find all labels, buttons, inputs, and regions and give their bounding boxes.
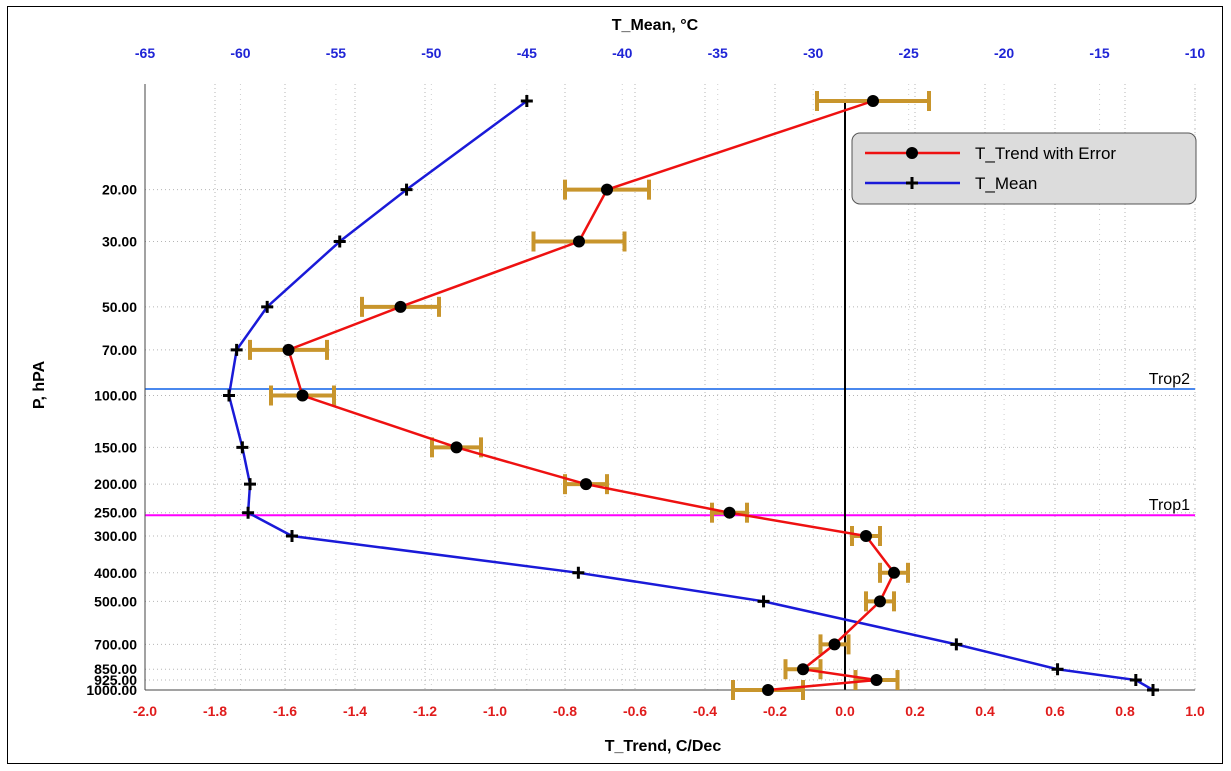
- reference-label-trop1: Trop1: [1149, 497, 1190, 514]
- trend-point-marker: [870, 674, 883, 687]
- x-top-tick-label: -55: [326, 45, 346, 61]
- y-tick-label: 400.00: [94, 565, 137, 581]
- trend-point-marker: [573, 235, 585, 248]
- mean-point-marker: [1129, 674, 1142, 687]
- trend-point-marker: [860, 530, 872, 543]
- trend-point-marker: [394, 300, 407, 313]
- y-tick-label: 700.00: [94, 636, 137, 652]
- trend-point-marker: [797, 663, 809, 676]
- trend-point-marker: [580, 478, 592, 491]
- x-bottom-tick-label: -0.6: [623, 703, 647, 719]
- x-bottom-tick-label: -2.0: [133, 703, 157, 719]
- x-top-tick-label: -65: [135, 45, 155, 61]
- x-top-tick-label: -10: [1185, 45, 1205, 61]
- x-bottom-tick-label: 0.6: [1045, 703, 1065, 719]
- mean-point-marker: [757, 595, 770, 608]
- x-bottom-tick-label: 0.2: [905, 703, 925, 719]
- mean-point-marker: [261, 300, 274, 313]
- top-axis-title: T_Mean, °C: [612, 17, 699, 34]
- x-bottom-tick-label: -1.0: [483, 703, 507, 719]
- x-top-tick-label: -20: [994, 45, 1014, 61]
- x-top-tick-label: -35: [708, 45, 728, 61]
- x-bottom-tick-label: -1.6: [273, 703, 297, 719]
- x-top-tick-label: -15: [1089, 45, 1109, 61]
- mean-point-marker: [1147, 684, 1159, 696]
- y-tick-label: 50.00: [102, 299, 137, 315]
- x-top-tick-label: -25: [899, 45, 919, 61]
- y-tick-label: 30.00: [102, 234, 137, 250]
- mean-point-marker: [242, 506, 255, 519]
- x-bottom-tick-label: 0.4: [975, 703, 995, 719]
- x-bottom-tick-label: -0.8: [553, 703, 577, 719]
- trend-point-marker: [601, 183, 613, 196]
- x-bottom-tick-label: -1.2: [413, 703, 437, 719]
- y-tick-label: 20.00: [102, 182, 137, 198]
- reference-lines: Trop2 Trop1: [145, 103, 1195, 690]
- y-tick-label: 300.00: [94, 528, 137, 544]
- series-layer: [223, 91, 1159, 700]
- mean-point-marker: [286, 530, 298, 543]
- mean-point-marker: [400, 183, 413, 196]
- legend-mean-label: T_Mean: [975, 174, 1037, 193]
- trend-point-marker: [723, 506, 736, 519]
- trend-point-marker: [762, 684, 774, 696]
- mean-point-marker: [572, 566, 585, 579]
- y-tick-label: 70.00: [102, 342, 137, 358]
- legend: T_Trend with Error T_Mean: [851, 132, 1197, 205]
- mean-point-marker: [1051, 663, 1064, 676]
- legend-trend-marker: [906, 147, 918, 159]
- y-tick-label: 250.00: [94, 505, 137, 521]
- trend-series-line: [286, 99, 896, 692]
- trend-point-marker: [296, 389, 309, 402]
- x-bottom-tick-label: 0.0: [835, 703, 855, 719]
- mean-point-marker: [223, 389, 235, 402]
- y-axis-title: P, hPA: [31, 360, 48, 409]
- bottom-axis-title: T_Trend, C/Dec: [605, 738, 722, 755]
- mean-point-marker: [520, 95, 533, 107]
- x-top-tick-label: -40: [612, 45, 632, 61]
- y-tick-label: 925.00: [94, 672, 137, 688]
- axes-layer: -2.0 -1.8 -1.6 -1.4 -1.2 -1.0 -0.8 -0.6 -0.4 -0.2…: [86, 45, 1205, 719]
- mean-point-marker: [230, 343, 243, 356]
- x-bottom-tick-label: -0.2: [763, 703, 787, 719]
- y-tick-label: 150.00: [94, 439, 137, 455]
- y-tick-label: 200.00: [94, 476, 137, 492]
- trend-point-marker: [888, 566, 900, 579]
- x-top-tick-label: -45: [517, 45, 537, 61]
- x-top-tick-label: -30: [803, 45, 823, 61]
- y-tick-label: 100.00: [94, 388, 137, 404]
- trend-point-marker: [828, 638, 841, 651]
- trend-point-marker: [867, 95, 879, 107]
- mean-point-marker: [333, 235, 346, 248]
- chart-frame: [7, 6, 1223, 764]
- x-top-tick-label: -50: [421, 45, 441, 61]
- trend-point-marker: [874, 595, 886, 608]
- x-bottom-tick-label: -1.8: [203, 703, 227, 719]
- legend-mean-marker: [906, 177, 918, 189]
- y-tick-label: 500.00: [94, 593, 137, 609]
- trend-point-marker: [282, 343, 295, 356]
- legend-box: [851, 132, 1197, 205]
- mean-point-marker: [244, 478, 256, 491]
- y-tick-label: 1000.00: [86, 682, 137, 698]
- mean-point-marker: [950, 638, 963, 651]
- x-bottom-tick-label: 0.8: [1115, 703, 1135, 719]
- legend-trend-label: T_Trend with Error: [975, 144, 1116, 163]
- reference-label-trop2: Trop2: [1149, 371, 1190, 388]
- x-bottom-tick-label: -0.4: [693, 703, 717, 719]
- mean-point-marker: [236, 441, 249, 454]
- x-bottom-tick-label: -1.4: [343, 703, 367, 719]
- x-bottom-tick-label: 1.0: [1185, 703, 1205, 719]
- x-top-tick-label: -60: [230, 45, 250, 61]
- trend-point-marker: [450, 441, 463, 454]
- y-tick-label: 850.00: [94, 661, 137, 677]
- mean-series-line: [227, 99, 1154, 692]
